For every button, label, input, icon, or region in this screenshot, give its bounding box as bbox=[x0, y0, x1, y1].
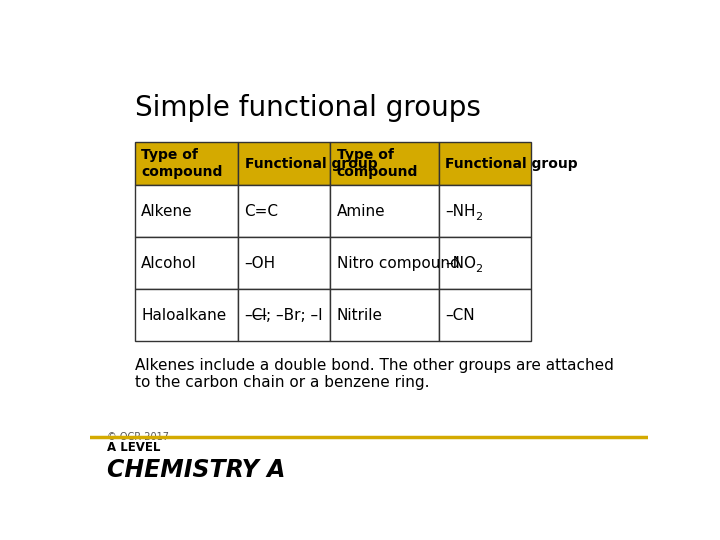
Text: Nitro compound: Nitro compound bbox=[337, 256, 459, 271]
FancyBboxPatch shape bbox=[135, 238, 238, 289]
Text: –NH: –NH bbox=[446, 204, 476, 219]
Text: Alkene: Alkene bbox=[141, 204, 193, 219]
FancyBboxPatch shape bbox=[330, 238, 438, 289]
Text: Type of
compound: Type of compound bbox=[141, 148, 222, 179]
FancyBboxPatch shape bbox=[330, 185, 438, 238]
Text: Haloalkane: Haloalkane bbox=[141, 308, 227, 323]
FancyBboxPatch shape bbox=[135, 289, 238, 341]
FancyBboxPatch shape bbox=[438, 141, 531, 185]
Text: –C̶l̶: –C̶l̶ bbox=[245, 308, 267, 323]
FancyBboxPatch shape bbox=[330, 289, 438, 341]
Text: Amine: Amine bbox=[337, 204, 385, 219]
FancyBboxPatch shape bbox=[238, 289, 330, 341]
Text: Simple functional groups: Simple functional groups bbox=[135, 94, 480, 122]
Text: Nitrile: Nitrile bbox=[337, 308, 382, 323]
FancyBboxPatch shape bbox=[438, 185, 531, 238]
Text: Type of
compound: Type of compound bbox=[337, 148, 418, 179]
Text: 2: 2 bbox=[475, 212, 482, 222]
FancyBboxPatch shape bbox=[135, 141, 238, 185]
Text: C=C: C=C bbox=[245, 204, 279, 219]
FancyBboxPatch shape bbox=[438, 238, 531, 289]
FancyBboxPatch shape bbox=[135, 185, 238, 238]
Text: Functional group: Functional group bbox=[245, 157, 377, 171]
Text: © OCR 2017: © OCR 2017 bbox=[107, 431, 168, 442]
Text: Alkenes include a double bond. The other groups are attached
to the carbon chain: Alkenes include a double bond. The other… bbox=[135, 358, 613, 390]
FancyBboxPatch shape bbox=[330, 141, 438, 185]
Text: Alcohol: Alcohol bbox=[141, 256, 197, 271]
Text: A LEVEL: A LEVEL bbox=[107, 441, 160, 454]
FancyBboxPatch shape bbox=[238, 141, 330, 185]
Text: ; –Br; –I: ; –Br; –I bbox=[266, 308, 323, 323]
Text: –NO: –NO bbox=[446, 256, 477, 271]
FancyBboxPatch shape bbox=[238, 238, 330, 289]
Text: Functional group: Functional group bbox=[446, 157, 578, 171]
Text: –OH: –OH bbox=[245, 256, 276, 271]
FancyBboxPatch shape bbox=[238, 185, 330, 238]
FancyBboxPatch shape bbox=[438, 289, 531, 341]
Text: 2: 2 bbox=[475, 264, 482, 274]
Text: CHEMISTRY A: CHEMISTRY A bbox=[107, 458, 285, 482]
Text: –CN: –CN bbox=[446, 308, 475, 323]
